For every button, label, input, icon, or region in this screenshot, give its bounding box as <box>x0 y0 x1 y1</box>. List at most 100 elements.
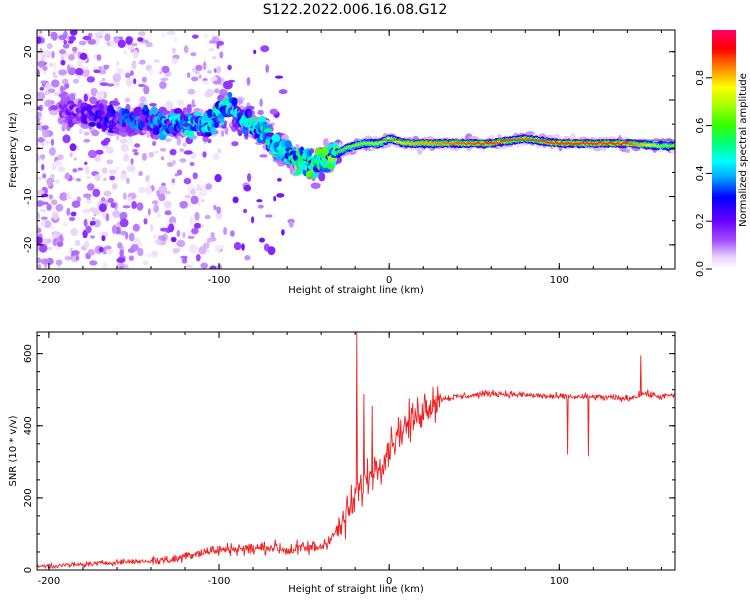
spectrogram-blob <box>264 128 273 134</box>
colorbar-tick-label: 0.8 <box>695 70 706 86</box>
spectrogram-blob <box>276 193 285 198</box>
spectrogram-blob <box>292 146 297 151</box>
spectrogram-x-axis-label: Height of straight line (km) <box>288 285 424 296</box>
spectrogram-blob <box>233 242 242 251</box>
spectrogram-blob <box>169 149 177 156</box>
spectrogram-blob <box>176 135 182 146</box>
spectrogram-blob <box>182 142 187 148</box>
spectrogram-blob <box>257 109 264 116</box>
spectrogram-blob <box>141 76 147 83</box>
spectrogram-blob <box>141 152 147 161</box>
spectrogram-blob <box>77 167 84 171</box>
x-tick-label: -100 <box>208 576 231 587</box>
spectrogram-blob <box>132 148 138 153</box>
spectrogram-blob <box>39 86 45 91</box>
spectrogram-blob <box>216 65 222 74</box>
spectrogram-blob <box>213 204 217 211</box>
spectrogram-blob <box>69 30 78 36</box>
spectrogram-blob <box>98 68 107 75</box>
spectrogram-blob <box>251 216 255 224</box>
spectrogram-blob <box>173 108 183 114</box>
spectrogram-blob <box>253 49 257 55</box>
spectrogram-blob <box>202 151 207 158</box>
spectrogram-blob <box>48 194 54 200</box>
spectrogram-blob <box>134 143 141 148</box>
spectrogram-blob <box>136 202 144 211</box>
spectrogram-blob <box>214 174 222 183</box>
spectrogram-blob <box>176 239 186 248</box>
spectrogram-blob <box>52 71 56 76</box>
spectrogram-blob <box>131 201 137 209</box>
spectrogram-blob <box>187 187 191 196</box>
spectrogram-blob <box>162 110 171 115</box>
spectrogram-blob <box>142 260 149 266</box>
spectrogram-blob <box>46 177 54 187</box>
spectrogram-blob <box>91 129 100 137</box>
spectrogram-blob <box>212 55 217 60</box>
spectrogram-blob <box>273 195 277 202</box>
spectrogram-blob <box>219 51 224 59</box>
snr-frame <box>36 331 676 571</box>
spectrogram-blob <box>247 110 253 119</box>
spectrogram-blob <box>172 248 180 254</box>
spectrogram-blob <box>168 223 175 233</box>
spectrogram-blob <box>111 225 117 234</box>
spectrogram-blob <box>105 247 113 255</box>
spectrogram-blob <box>189 244 198 254</box>
spectrogram-blob <box>110 202 117 209</box>
spectrogram-blob <box>105 213 110 222</box>
spectrogram-blob <box>52 211 59 220</box>
spectrogram-blob <box>281 229 285 236</box>
spectrogram-blob <box>185 264 193 268</box>
spectrogram-blob <box>159 71 163 75</box>
figure-title: S122.2022.006.16.08.G12 <box>263 2 448 18</box>
colorbar-tick-label: 0.2 <box>695 213 706 229</box>
spectrogram-blob <box>37 36 42 44</box>
snr-series-line <box>37 332 675 570</box>
spectrogram-blob <box>212 80 221 85</box>
spectrogram-blob <box>103 64 109 70</box>
spectrogram-blob <box>265 214 273 218</box>
spectrogram-blob <box>115 81 120 86</box>
spectrogram-blob <box>82 35 92 41</box>
spectrogram-blob <box>138 83 146 88</box>
spectrogram-blob <box>277 177 282 182</box>
spectrogram-blob <box>55 203 64 212</box>
spectrogram-blob <box>159 148 167 152</box>
spectrogram-blob <box>92 188 101 198</box>
spectrogram-blob <box>37 200 44 207</box>
spectrogram-blob <box>66 191 71 199</box>
spectrogram-blob <box>76 59 84 68</box>
spectrogram-blob <box>64 83 70 89</box>
spectrogram-blob <box>158 193 166 202</box>
spectrogram-blob <box>39 138 46 142</box>
spectrogram-blob <box>126 164 136 173</box>
y-tick-label: -10 <box>23 188 34 204</box>
spectrogram-blob <box>119 266 124 269</box>
snr-plot-area <box>37 332 675 570</box>
spectrogram-blob <box>260 45 270 53</box>
spectrogram-blob <box>37 211 40 221</box>
spectrogram-blob <box>63 39 67 45</box>
spectrogram-blob <box>123 50 127 55</box>
spectrogram-blob <box>37 236 43 245</box>
spectrogram-blob <box>62 43 70 49</box>
y-tick-label: 600 <box>23 344 34 363</box>
spectrogram-blob <box>125 36 133 45</box>
spectrogram-blob <box>160 227 168 232</box>
spectrogram-blob <box>148 151 154 158</box>
spectrogram-blob <box>41 163 45 171</box>
spectrogram-blob <box>101 235 106 242</box>
spectrogram-blob <box>231 97 238 107</box>
spectrogram-blob <box>58 69 67 76</box>
spectrogram-blob <box>190 188 196 196</box>
spectrogram-blob <box>241 243 245 251</box>
spectrogram-blob <box>147 182 151 192</box>
spectrogram-blob <box>124 97 131 103</box>
spectrogram-blob <box>107 197 114 204</box>
spectrogram-blob <box>154 239 162 245</box>
spectrogram-blob <box>206 237 211 244</box>
snr-axes: -200 -100 0 100 0 200 400 600 <box>23 332 675 587</box>
y-tick-label: 10 <box>23 94 34 107</box>
